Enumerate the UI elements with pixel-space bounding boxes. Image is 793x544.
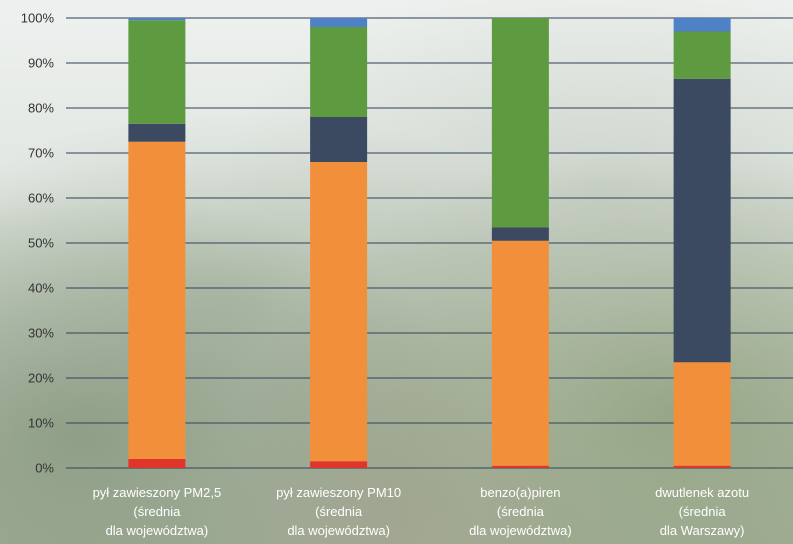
x-category-label: dwutlenek azotu (średnia dla Warszawy) — [655, 485, 749, 538]
y-tick-label: 80% — [28, 101, 54, 116]
bar-segment — [673, 78, 731, 363]
x-category-label-line: dwutlenek azotu — [655, 485, 749, 500]
x-category-label-line: (średnia — [133, 504, 181, 519]
bar-segment — [673, 18, 731, 32]
bar-segment — [310, 117, 368, 162]
y-tick-label: 90% — [28, 56, 54, 71]
x-category-label-line: pył zawieszony PM10 — [276, 485, 401, 500]
x-category-label-line: benzo(a)piren — [480, 485, 560, 500]
bar-segment — [310, 27, 368, 117]
bar-segment — [128, 20, 186, 124]
bar-segment — [673, 362, 731, 466]
x-category-label-line: dla województwa) — [106, 523, 209, 538]
y-tick-label: 10% — [28, 416, 54, 431]
x-category-label-line: pył zawieszony PM2,5 — [93, 485, 222, 500]
bar-segment — [128, 459, 186, 468]
bar-segment — [128, 123, 186, 142]
bar-segment — [128, 18, 186, 21]
x-category-label-line: (średnia — [315, 504, 363, 519]
x-category-label-line: dla województwa) — [287, 523, 390, 538]
bar-segment — [673, 31, 731, 79]
x-category-label: pył zawieszony PM10 (średnia dla województ… — [276, 485, 401, 538]
y-tick-label: 20% — [28, 371, 54, 386]
bar-segment — [491, 227, 549, 241]
bar-segment — [491, 240, 549, 466]
x-category-label-line: dla województwa) — [469, 523, 572, 538]
x-category-label: benzo(a)piren (średnia dla województwa) — [469, 485, 572, 538]
bar-segment — [128, 141, 186, 459]
y-tick-label: 0% — [35, 461, 54, 476]
y-tick-label: 30% — [28, 326, 54, 341]
y-tick-label: 50% — [28, 236, 54, 251]
bar-segment — [491, 18, 549, 228]
x-category-label: pył zawieszony PM2,5 (średnia dla wojewódz… — [93, 485, 222, 538]
y-tick-label: 60% — [28, 191, 54, 206]
x-category-label-line: dla Warszawy) — [660, 523, 745, 538]
x-category-label-line: (średnia — [679, 504, 727, 519]
bar-segment — [310, 461, 368, 468]
bar-segment — [491, 465, 549, 468]
y-tick-label: 40% — [28, 281, 54, 296]
bar-segment — [310, 162, 368, 462]
bar-segment — [673, 465, 731, 468]
y-tick-label: 70% — [28, 146, 54, 161]
y-tick-label: 100% — [21, 11, 55, 26]
x-category-label-line: (średnia — [497, 504, 545, 519]
bar-segment — [310, 18, 368, 27]
